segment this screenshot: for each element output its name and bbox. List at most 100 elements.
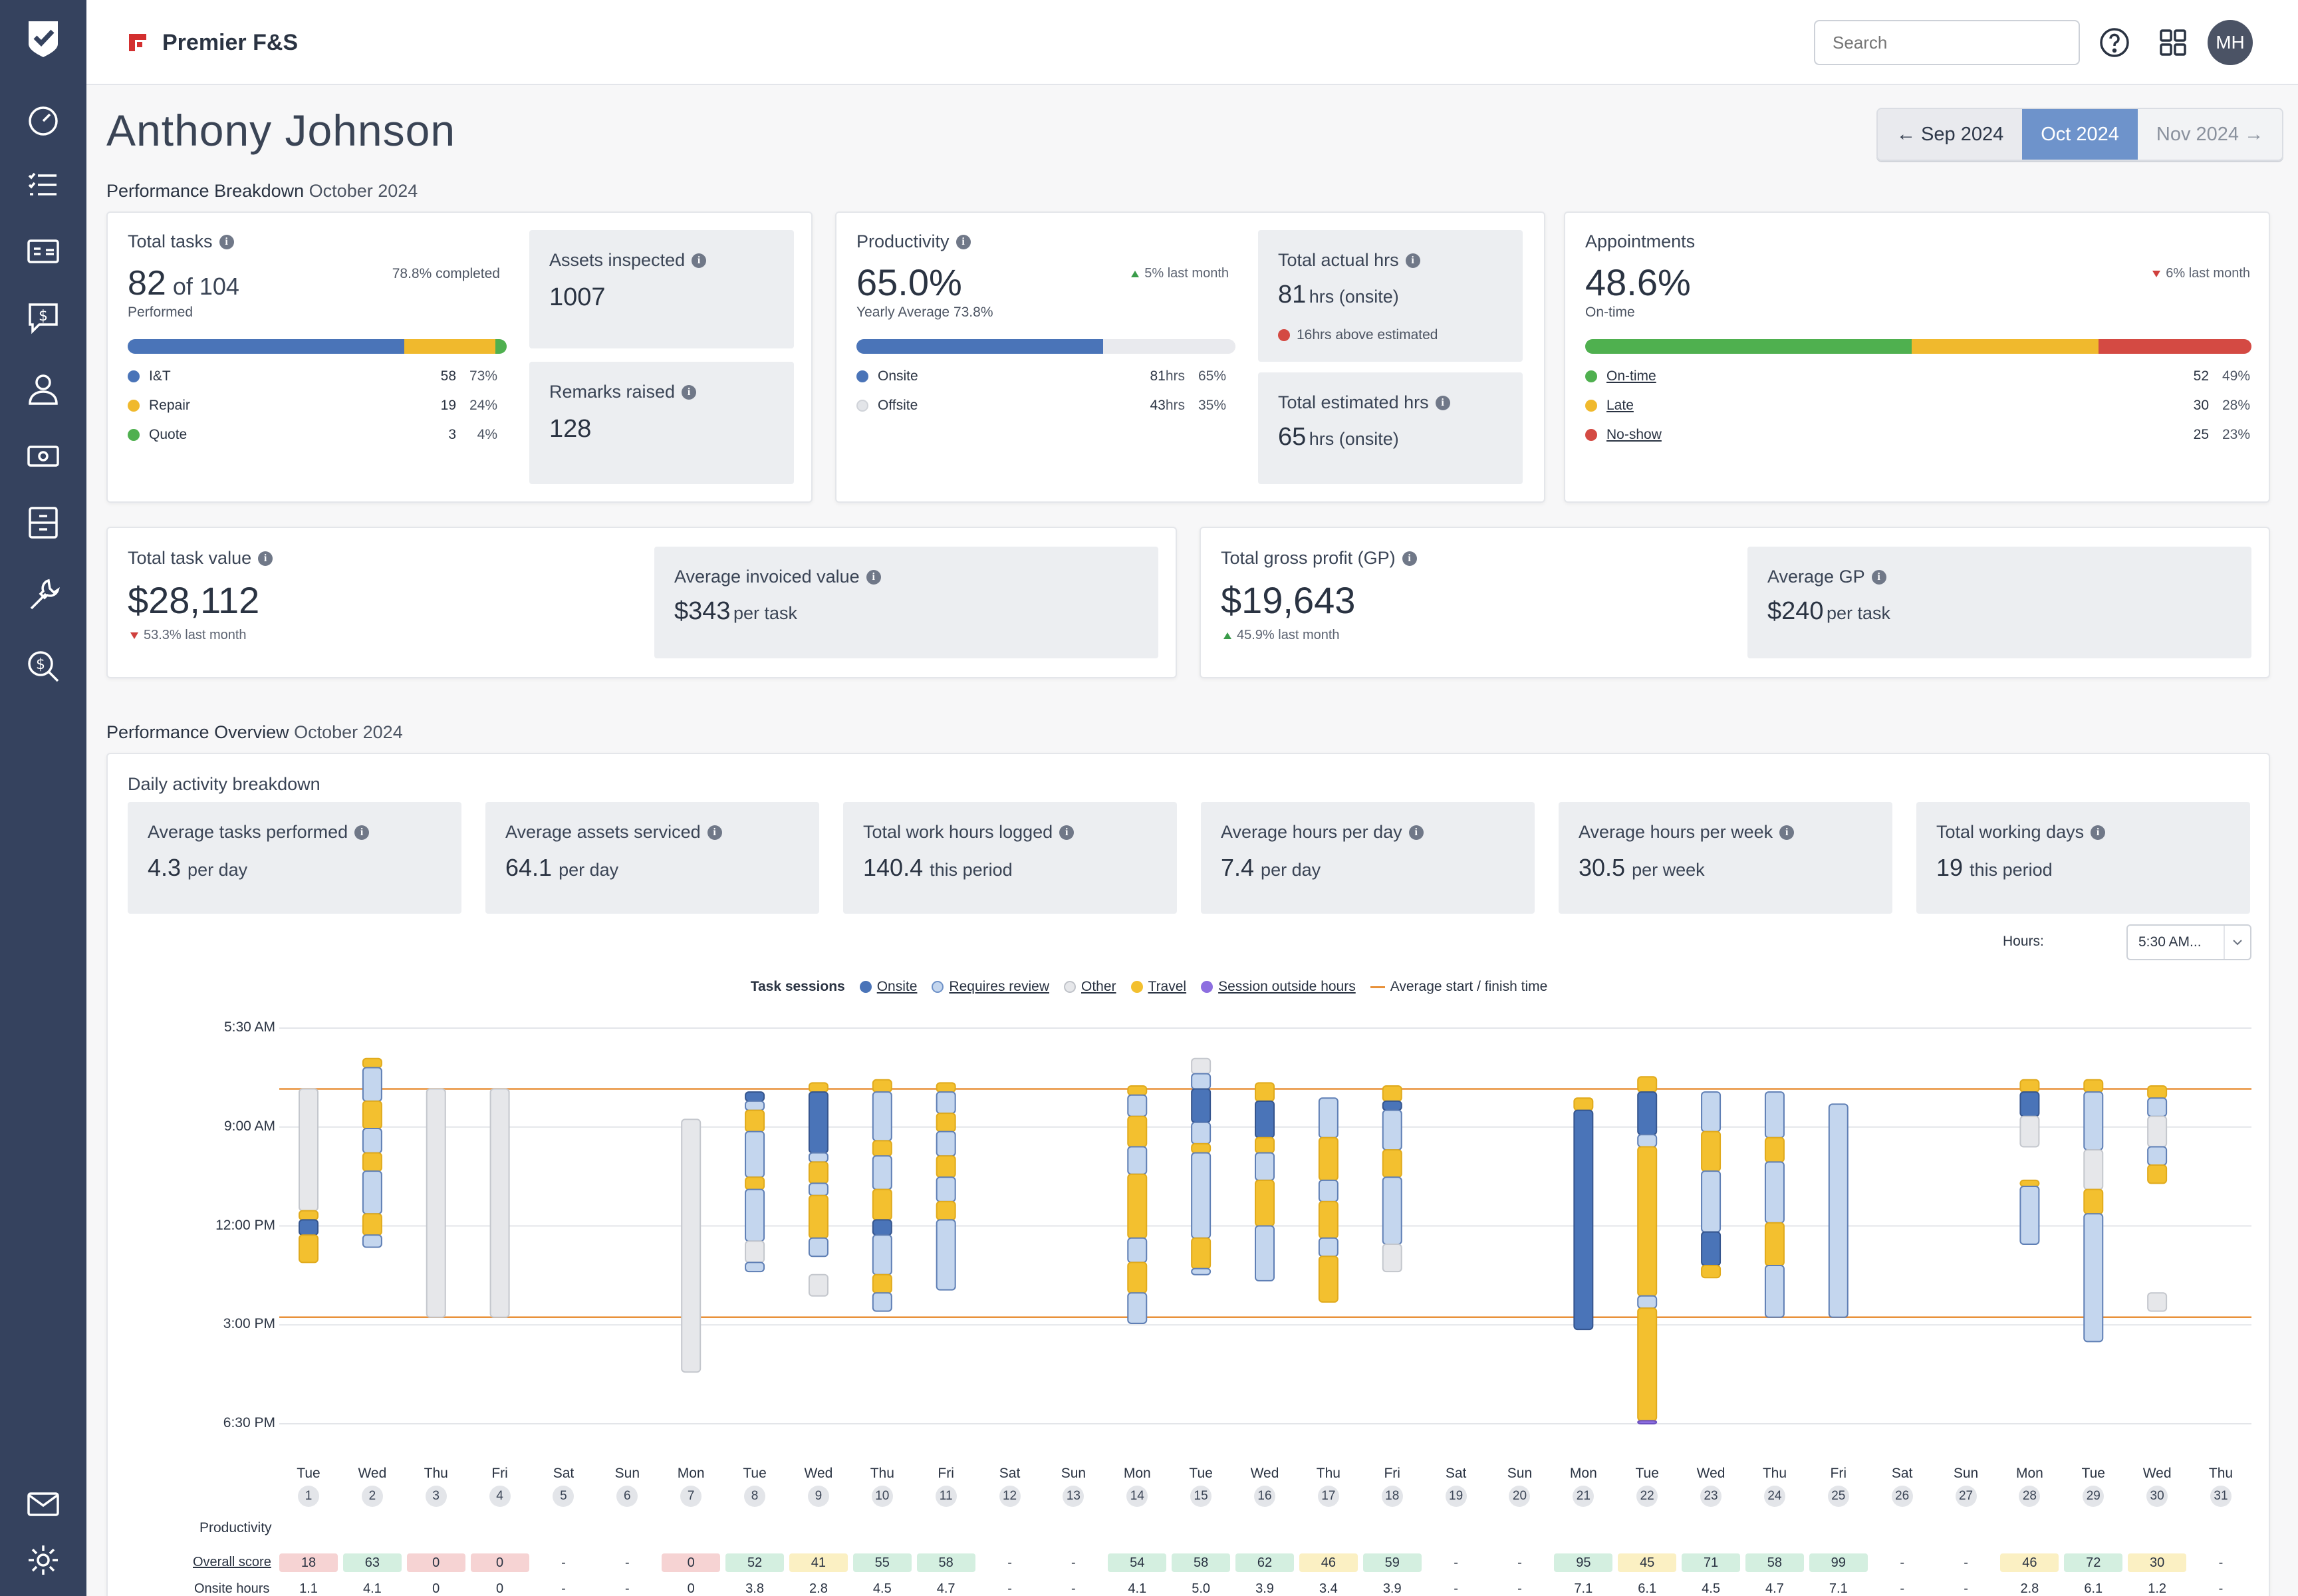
cash-icon[interactable] <box>23 436 63 476</box>
assets-inspected-value: 1007 <box>549 283 606 311</box>
day-number: 1 <box>298 1486 319 1507</box>
info-icon[interactable]: i <box>1402 551 1417 566</box>
search-input[interactable] <box>1814 20 2080 65</box>
info-icon[interactable]: i <box>1059 825 1075 840</box>
onsite-hours-cell: 3.9 <box>1255 1581 1274 1596</box>
trend-down-icon <box>130 632 138 639</box>
user-icon[interactable] <box>23 369 63 409</box>
sidebar: $ $ <box>0 0 86 1596</box>
day-name: Mon <box>1123 1466 1151 1481</box>
gross-profit-value: $19,643 <box>1221 579 1356 621</box>
info-icon[interactable]: i <box>866 569 881 585</box>
day-number: 14 <box>1126 1486 1148 1507</box>
day-number: 19 <box>1445 1486 1467 1507</box>
mail-icon[interactable] <box>23 1484 63 1524</box>
legend-outside-hours[interactable]: Session outside hours <box>1201 979 1356 995</box>
dashboard-gauge-icon[interactable] <box>23 100 63 140</box>
stat-box: Average hours per day i 7.4 per day <box>1201 802 1535 914</box>
day-name: Sat <box>1891 1466 1913 1481</box>
overall-score-cell: 95 <box>1554 1553 1613 1572</box>
info-icon[interactable]: i <box>354 825 370 840</box>
tasks-card: Total tasks i 82 of 104 Performed 78.8% co… <box>106 211 813 503</box>
help-icon[interactable] <box>2095 23 2134 63</box>
brand[interactable]: Premier F&S <box>128 29 298 56</box>
day-name: Wed <box>804 1466 833 1481</box>
info-icon[interactable]: i <box>692 253 707 268</box>
overall-score-cell: 45 <box>1618 1553 1677 1572</box>
overall-score-cell: 0 <box>406 1553 465 1572</box>
info-icon[interactable]: i <box>1405 253 1420 268</box>
info-icon[interactable]: i <box>707 825 722 840</box>
info-icon[interactable]: i <box>682 384 697 400</box>
legend-travel[interactable]: Travel <box>1130 979 1186 995</box>
day-number: 4 <box>489 1486 511 1507</box>
archive-icon[interactable] <box>23 503 63 543</box>
chevron-down-icon <box>2224 926 2250 959</box>
hours-select[interactable]: 5:30 AM... <box>2126 924 2251 960</box>
overall-score-cell: 58 <box>1172 1553 1231 1572</box>
day-number: 31 <box>2210 1486 2232 1507</box>
price-search-icon[interactable]: $ <box>23 646 63 686</box>
outside-dot-icon <box>1201 981 1213 993</box>
info-icon[interactable]: i <box>1408 825 1424 840</box>
wrench-icon[interactable] <box>23 575 63 615</box>
legend-count: 19 <box>440 398 456 413</box>
overall-score-cell: - <box>1071 1555 1076 1570</box>
info-icon[interactable]: i <box>219 234 234 249</box>
day-name: Tue <box>1635 1466 1659 1481</box>
onsite-hours-cell: 3.8 <box>745 1581 764 1596</box>
info-icon[interactable]: i <box>956 234 971 249</box>
task-list-icon[interactable] <box>23 165 63 205</box>
remarks-raised-box: Remarks raised i 128 <box>529 362 794 484</box>
app-logo-icon[interactable] <box>23 19 63 59</box>
bar-segment-offsite <box>1102 339 1235 354</box>
bar-segment-onsite <box>856 339 1103 354</box>
month-navigation: ← Sep 2024 Oct 2024 Nov 2024 → <box>1876 108 2284 161</box>
overall-score-cell: 71 <box>1682 1553 1741 1572</box>
day-number: 18 <box>1381 1486 1403 1507</box>
remarks-raised-value: 128 <box>549 415 592 443</box>
onsite-dot-icon <box>859 981 872 993</box>
overall-score-cell: 0 <box>470 1553 529 1572</box>
quote-chat-icon[interactable]: $ <box>23 298 63 338</box>
onsite-hours-cell: - <box>561 1581 566 1596</box>
legend-onsite[interactable]: Onsite <box>859 979 917 995</box>
legend-name[interactable]: Late <box>1606 398 1634 413</box>
day-number: 5 <box>553 1486 574 1507</box>
overall-score-cell: - <box>1517 1555 1522 1570</box>
info-icon[interactable]: i <box>1779 825 1795 840</box>
info-icon[interactable]: i <box>258 551 273 566</box>
appointments-bar <box>1585 339 2251 354</box>
info-icon[interactable]: i <box>1871 569 1886 585</box>
legend-name[interactable]: On-time <box>1606 368 1656 384</box>
overall-score-cell: 0 <box>662 1553 721 1572</box>
assets-inspected-box: Assets inspected i 1007 <box>529 230 794 348</box>
stat-box: Average assets serviced i 64.1 per day <box>485 802 819 914</box>
daily-activity-label: Daily activity breakdown <box>128 774 320 794</box>
day-number: 25 <box>1827 1486 1849 1507</box>
legend-review[interactable]: Requires review <box>932 979 1049 995</box>
apps-grid-icon[interactable] <box>2153 23 2193 63</box>
day-name: Fri <box>938 1466 954 1481</box>
onsite-hours-cell: 0 <box>496 1581 504 1596</box>
day-name: Sat <box>553 1466 574 1481</box>
stat-label: Total work hours logged i <box>863 822 1075 843</box>
day-name: Wed <box>358 1466 387 1481</box>
prev-month-button[interactable]: ← Sep 2024 <box>1878 109 2023 160</box>
invoice-card-icon[interactable] <box>23 231 63 271</box>
settings-gear-icon[interactable] <box>23 1540 63 1580</box>
current-month-button[interactable]: Oct 2024 <box>2022 109 2138 160</box>
day-number: 22 <box>1636 1486 1658 1507</box>
next-month-button[interactable]: Nov 2024 → <box>2137 109 2283 160</box>
onsite-hours-cell: 3.4 <box>1319 1581 1338 1596</box>
legend-other[interactable]: Other <box>1063 979 1116 995</box>
legend-average: Average start / finish time <box>1370 979 1547 995</box>
info-icon[interactable]: i <box>2091 825 2106 840</box>
brand-logo-icon <box>129 34 146 51</box>
avatar[interactable]: MH <box>2208 20 2253 65</box>
day-number: 23 <box>1700 1486 1722 1507</box>
info-icon[interactable]: i <box>1435 395 1450 410</box>
stat-label: Average tasks performed i <box>148 822 370 843</box>
legend-name[interactable]: No-show <box>1606 427 1662 442</box>
legend-hours: 81 <box>1150 368 1166 384</box>
